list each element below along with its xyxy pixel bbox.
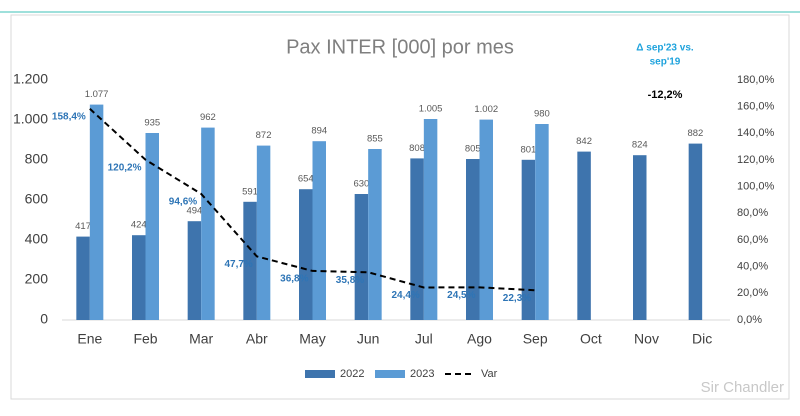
data-label: 24,5% — [447, 290, 475, 301]
data-label: 94,6% — [169, 197, 197, 208]
x-tick-label: Nov — [634, 331, 659, 347]
data-label: 24,4% — [391, 290, 419, 301]
data-label: 47,7% — [224, 259, 252, 270]
data-label: 36,8% — [280, 274, 308, 285]
data-label: 808 — [409, 143, 425, 154]
bar — [633, 155, 647, 320]
legend-swatch — [305, 370, 335, 378]
data-label: 424 — [131, 220, 147, 231]
annotation: Δ sep'23 vs. — [636, 43, 694, 54]
data-label: 855 — [367, 134, 383, 145]
y2-tick-label: 0,0% — [737, 314, 762, 326]
x-tick-label: Ago — [467, 331, 492, 347]
y-tick-label: 800 — [25, 151, 49, 167]
bar — [354, 194, 369, 320]
data-label: 494 — [186, 206, 202, 217]
data-label: 935 — [144, 118, 160, 129]
bar — [76, 236, 90, 320]
y-tick-label: 400 — [25, 231, 49, 247]
data-label: 120,2% — [108, 162, 142, 173]
y2-tick-label: 160,0% — [737, 101, 775, 113]
x-tick-label: Dic — [692, 331, 712, 347]
data-label: 962 — [200, 112, 216, 123]
y-tick-label: 200 — [25, 271, 49, 287]
data-label: 417 — [75, 221, 91, 232]
chart-title: Pax INTER [000] por mes — [286, 36, 514, 58]
data-label: 22,3% — [503, 293, 531, 304]
data-label: 801 — [520, 144, 536, 155]
bar — [535, 124, 549, 320]
y2-tick-label: 40,0% — [737, 261, 768, 273]
y2-tick-label: 180,0% — [737, 74, 775, 86]
data-label: 158,4% — [52, 111, 86, 122]
x-tick-label: Jun — [357, 331, 380, 347]
x-tick-label: Feb — [133, 331, 157, 347]
bar — [89, 104, 104, 320]
bar — [187, 221, 202, 320]
data-label: 1.002 — [474, 104, 498, 115]
bar — [688, 143, 703, 320]
data-label: 1.005 — [419, 104, 443, 115]
bar — [521, 159, 536, 320]
watermark: Sir Chandler — [701, 379, 784, 396]
y-tick-label: 600 — [25, 191, 49, 207]
y2-tick-label: 140,0% — [737, 127, 775, 139]
data-label: 35,8% — [336, 275, 364, 286]
data-label: 591 — [242, 186, 258, 197]
x-tick-label: Jul — [415, 331, 433, 347]
data-label: 1.077 — [85, 89, 109, 100]
legend-label: 2023 — [410, 368, 434, 380]
data-label: 654 — [298, 174, 314, 185]
x-tick-label: May — [299, 331, 325, 347]
bar — [577, 151, 591, 320]
legend-swatch — [375, 370, 405, 378]
legend-label: Var — [481, 368, 498, 380]
bar — [299, 189, 313, 320]
data-label: 630 — [353, 179, 369, 190]
data-label: 882 — [687, 128, 703, 139]
y-tick-label: 0 — [40, 311, 48, 327]
y-tick-label: 1.200 — [13, 71, 48, 87]
bar — [312, 141, 326, 320]
data-label: 980 — [534, 109, 550, 120]
bar — [423, 119, 438, 320]
annotation: -12,2% — [648, 89, 683, 101]
line — [89, 108, 536, 292]
y2-tick-label: 60,0% — [737, 234, 768, 246]
data-label: 872 — [256, 130, 272, 141]
bar — [410, 158, 424, 320]
chart-frame — [10, 14, 790, 400]
data-label: 842 — [576, 136, 592, 147]
bar — [132, 235, 146, 320]
bar — [201, 127, 215, 320]
bar — [368, 149, 382, 320]
y2-tick-label: 100,0% — [737, 181, 775, 193]
bar — [256, 145, 271, 320]
x-tick-label: Abr — [246, 331, 268, 347]
data-label: 894 — [311, 126, 327, 137]
x-tick-label: Ene — [77, 331, 102, 347]
bar — [466, 159, 480, 320]
bar — [243, 201, 257, 320]
x-tick-label: Mar — [189, 331, 213, 347]
bar — [145, 133, 159, 320]
x-tick-label: Oct — [580, 331, 602, 347]
y2-tick-label: 120,0% — [737, 154, 775, 166]
bar — [479, 119, 493, 320]
y2-tick-label: 20,0% — [737, 287, 768, 299]
y2-tick-label: 80,0% — [737, 207, 768, 219]
annotation: sep'19 — [650, 57, 681, 68]
legend-label: 2022 — [340, 368, 364, 380]
y-tick-label: 1.000 — [13, 111, 48, 127]
data-label: 805 — [465, 144, 481, 155]
data-label: 824 — [632, 140, 648, 151]
x-tick-label: Sep — [523, 331, 548, 347]
